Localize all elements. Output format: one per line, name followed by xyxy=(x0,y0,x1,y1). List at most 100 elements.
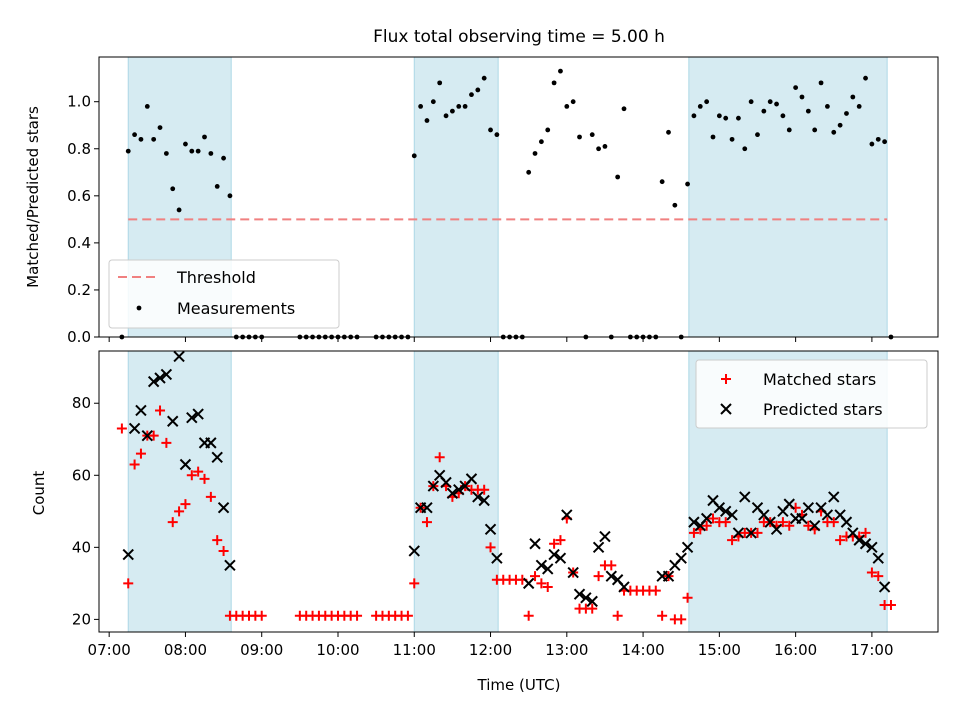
measurement-point xyxy=(723,115,729,121)
matched-star-point xyxy=(148,430,159,441)
matched-star-point xyxy=(752,527,763,538)
matched-star-point xyxy=(123,578,134,589)
bottom-y-ticks: 20 40 60 80 xyxy=(72,394,99,628)
matched-star-point xyxy=(707,513,718,524)
matched-star-point xyxy=(174,506,185,517)
measurement-point xyxy=(577,134,582,140)
measurement-point xyxy=(716,113,722,119)
measurement-point xyxy=(882,139,888,145)
measurement-points xyxy=(119,68,894,340)
measurement-point xyxy=(805,108,811,114)
measurement-point xyxy=(697,104,703,109)
measurement-point xyxy=(163,151,169,156)
predicted-star-point xyxy=(599,530,611,543)
measurement-point xyxy=(812,127,818,133)
matched-star-point xyxy=(193,466,204,477)
measurement-point xyxy=(157,125,163,130)
bottom-x-ticks: 07:00 08:00 09:00 10:00 11:00 12:00 13:00 14:00… xyxy=(88,632,894,659)
predicted-star-point xyxy=(548,548,560,561)
measurement-point xyxy=(125,148,131,154)
predicted-star-point xyxy=(726,509,738,521)
predicted-star-point xyxy=(478,494,490,507)
bottom-legend: Matched stars Predicted stars xyxy=(695,359,928,429)
measurement-point xyxy=(456,104,462,109)
measurement-point xyxy=(189,148,195,154)
measurement-point xyxy=(615,174,621,180)
measurement-point xyxy=(132,132,137,138)
measurement-point xyxy=(411,153,417,159)
predicted-star-point xyxy=(618,581,630,593)
predicted-star-point xyxy=(586,595,598,608)
measurement-point xyxy=(844,111,849,116)
top-x-ticks xyxy=(108,337,873,342)
measurement-point xyxy=(685,181,690,187)
measurement-point xyxy=(208,151,214,156)
predicted-star-point xyxy=(681,541,694,554)
predicted-star-point xyxy=(453,483,465,496)
measurement-point xyxy=(767,99,773,105)
predicted-star-point xyxy=(770,523,783,536)
measurement-point xyxy=(704,99,710,105)
measurement-point xyxy=(151,136,157,142)
predicted-star-point xyxy=(141,429,154,442)
predicted-star-point xyxy=(739,491,751,503)
predicted-star-point xyxy=(535,559,548,572)
measurement-point xyxy=(691,113,697,119)
matched-star-point xyxy=(205,491,216,502)
predicted-star-point xyxy=(802,502,815,514)
measurement-point xyxy=(138,136,144,142)
predicted-star-point xyxy=(561,509,573,521)
measurement-point xyxy=(666,129,671,135)
matched-star-point xyxy=(212,535,223,546)
x-tick-label: 08:00 xyxy=(164,641,207,659)
predicted-star-point xyxy=(878,581,891,593)
predicted-star-point xyxy=(192,408,204,420)
predicted-star-point xyxy=(179,458,192,471)
bottom-panel: 20 40 60 80 07:00 08:00 09:00 10:00 11:00 12:00 1… xyxy=(30,350,939,694)
measurement-point xyxy=(545,127,551,133)
top-y-tick-label: 0.4 xyxy=(67,234,91,252)
measurement-point xyxy=(214,184,220,189)
x-tick-label: 14:00 xyxy=(621,641,664,659)
measurement-point xyxy=(799,94,805,100)
predicted-star-point xyxy=(167,415,179,427)
top-legend: Threshold Measurements xyxy=(108,259,340,329)
legend-plus-marker xyxy=(721,374,731,384)
bottom-y-axis-label: Count xyxy=(30,471,48,516)
bottom-panel-frame xyxy=(98,350,939,633)
predicted-star-point xyxy=(160,368,173,381)
matched-star-point xyxy=(199,473,210,484)
matched-star-point xyxy=(129,459,140,470)
measurement-point xyxy=(144,104,150,109)
predicted-star-point xyxy=(821,509,834,521)
legend-matched-swatch xyxy=(721,374,731,384)
measurement-point xyxy=(437,80,443,86)
measurement-point xyxy=(659,179,665,185)
predicted-star-point xyxy=(840,516,853,528)
measurement-point xyxy=(863,75,868,81)
top-y-tick-label: 0.2 xyxy=(67,281,91,299)
predicted-star-point xyxy=(440,476,452,489)
top-y-ticks: 0.0 0.2 0.4 0.6 0.8 1.0 xyxy=(67,93,99,346)
measurement-point xyxy=(538,139,544,145)
matched-star-point xyxy=(587,603,598,614)
matched-star-point xyxy=(536,578,547,589)
measurement-point xyxy=(494,132,500,138)
x-tick-label: 11:00 xyxy=(393,641,436,659)
matched-star-point xyxy=(784,520,795,531)
measurement-point xyxy=(488,127,493,133)
measurement-point xyxy=(818,80,824,86)
matched-star-point xyxy=(479,484,490,495)
predicted-star-point xyxy=(688,516,700,528)
matched-star-point xyxy=(803,520,814,531)
matched-star-point xyxy=(186,470,197,481)
legend-x-marker xyxy=(720,403,732,415)
matched-star-point xyxy=(409,578,420,589)
measurement-point xyxy=(564,104,570,109)
x-tick-label: 07:00 xyxy=(88,641,131,659)
top-y-tick-label: 0.0 xyxy=(67,328,91,346)
measurement-point xyxy=(793,85,799,90)
measurement-point xyxy=(170,186,176,192)
measurement-point xyxy=(558,68,563,74)
matched-star-point xyxy=(701,520,712,531)
